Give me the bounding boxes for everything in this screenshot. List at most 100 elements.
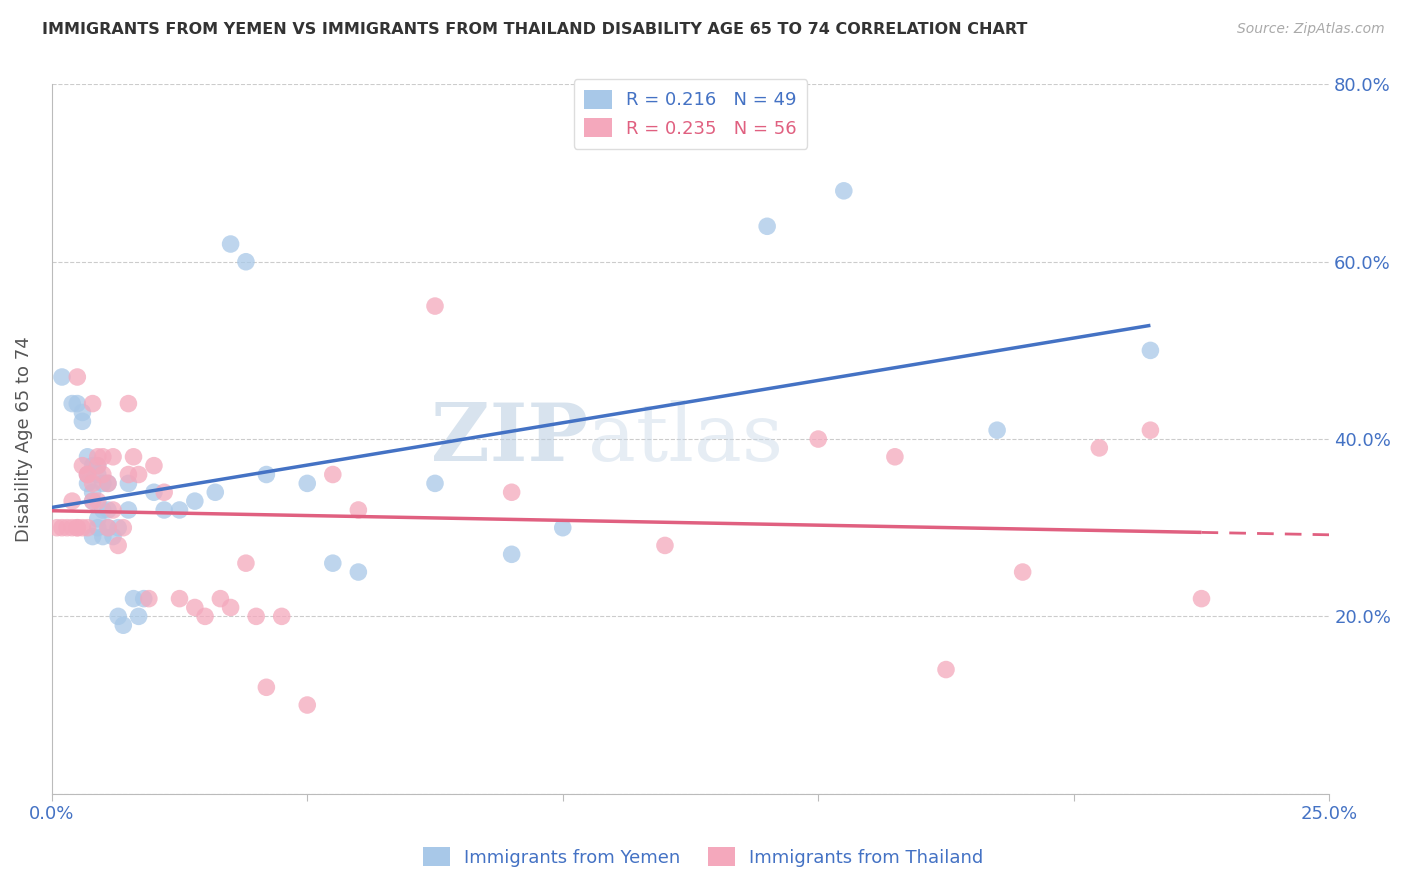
Point — [107, 538, 129, 552]
Point — [184, 494, 207, 508]
Point — [1191, 591, 1213, 606]
Point — [297, 698, 319, 712]
Point — [87, 458, 110, 473]
Point — [91, 476, 114, 491]
Point — [235, 254, 257, 268]
Point — [117, 467, 139, 482]
Point — [72, 458, 94, 473]
Point — [87, 467, 110, 482]
Point — [194, 609, 217, 624]
Point — [66, 370, 89, 384]
Point — [501, 547, 523, 561]
Point — [82, 396, 104, 410]
Point — [51, 521, 73, 535]
Point — [97, 521, 120, 535]
Point — [142, 458, 165, 473]
Point — [82, 476, 104, 491]
Point — [117, 503, 139, 517]
Point — [122, 591, 145, 606]
Point — [169, 591, 191, 606]
Point — [245, 609, 267, 624]
Point — [87, 521, 110, 535]
Point — [832, 184, 855, 198]
Point — [122, 450, 145, 464]
Point — [91, 450, 114, 464]
Point — [101, 503, 124, 517]
Point — [128, 467, 150, 482]
Point — [347, 565, 370, 579]
Point — [501, 485, 523, 500]
Point — [423, 476, 446, 491]
Y-axis label: Disability Age 65 to 74: Disability Age 65 to 74 — [15, 336, 32, 542]
Text: IMMIGRANTS FROM YEMEN VS IMMIGRANTS FROM THAILAND DISABILITY AGE 65 TO 74 CORREL: IMMIGRANTS FROM YEMEN VS IMMIGRANTS FROM… — [42, 22, 1028, 37]
Point — [1139, 423, 1161, 437]
Point — [87, 450, 110, 464]
Legend: Immigrants from Yemen, Immigrants from Thailand: Immigrants from Yemen, Immigrants from T… — [415, 840, 991, 874]
Text: Source: ZipAtlas.com: Source: ZipAtlas.com — [1237, 22, 1385, 37]
Point — [1088, 441, 1111, 455]
Point — [169, 503, 191, 517]
Text: atlas: atlas — [588, 400, 783, 478]
Point — [87, 512, 110, 526]
Point — [112, 521, 135, 535]
Point — [142, 485, 165, 500]
Legend: R = 0.216   N = 49, R = 0.235   N = 56: R = 0.216 N = 49, R = 0.235 N = 56 — [574, 79, 807, 149]
Point — [60, 521, 83, 535]
Point — [935, 663, 957, 677]
Point — [66, 521, 89, 535]
Point — [1011, 565, 1033, 579]
Point — [153, 503, 176, 517]
Point — [322, 467, 344, 482]
Point — [60, 494, 83, 508]
Point — [184, 600, 207, 615]
Point — [66, 521, 89, 535]
Point — [76, 467, 98, 482]
Point — [807, 432, 830, 446]
Point — [254, 467, 277, 482]
Point — [204, 485, 226, 500]
Point — [45, 521, 67, 535]
Point — [654, 538, 676, 552]
Point — [66, 396, 89, 410]
Point — [112, 618, 135, 632]
Point — [76, 450, 98, 464]
Point — [107, 609, 129, 624]
Point — [82, 485, 104, 500]
Point — [76, 467, 98, 482]
Point — [128, 609, 150, 624]
Point — [219, 237, 242, 252]
Point — [76, 467, 98, 482]
Point — [107, 521, 129, 535]
Point — [72, 521, 94, 535]
Point — [82, 458, 104, 473]
Point — [986, 423, 1008, 437]
Point — [51, 370, 73, 384]
Point — [82, 494, 104, 508]
Point — [72, 405, 94, 419]
Point — [132, 591, 155, 606]
Point — [97, 476, 120, 491]
Point — [270, 609, 292, 624]
Point — [209, 591, 232, 606]
Point — [101, 530, 124, 544]
Point — [101, 450, 124, 464]
Point — [56, 521, 79, 535]
Point — [551, 521, 574, 535]
Point — [219, 600, 242, 615]
Point — [87, 458, 110, 473]
Point — [756, 219, 779, 234]
Point — [76, 521, 98, 535]
Point — [97, 503, 120, 517]
Point — [97, 476, 120, 491]
Point — [254, 681, 277, 695]
Point — [60, 396, 83, 410]
Point — [76, 476, 98, 491]
Text: ZIP: ZIP — [432, 400, 588, 478]
Point — [82, 530, 104, 544]
Point — [347, 503, 370, 517]
Point — [153, 485, 176, 500]
Point — [91, 530, 114, 544]
Point — [883, 450, 905, 464]
Point — [91, 467, 114, 482]
Point — [117, 476, 139, 491]
